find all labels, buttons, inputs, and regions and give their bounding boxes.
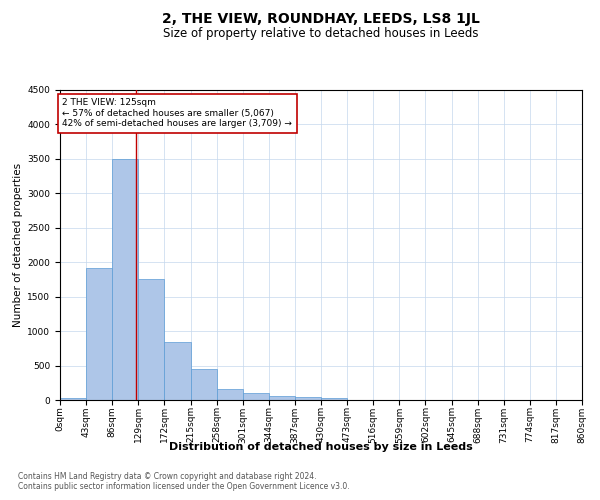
Y-axis label: Number of detached properties: Number of detached properties — [13, 163, 23, 327]
Text: Size of property relative to detached houses in Leeds: Size of property relative to detached ho… — [163, 28, 479, 40]
Bar — [139, 279, 164, 400]
Text: 2, THE VIEW, ROUNDHAY, LEEDS, LS8 1JL: 2, THE VIEW, ROUNDHAY, LEEDS, LS8 1JL — [162, 12, 480, 26]
Bar — [217, 389, 242, 400]
Bar — [86, 268, 112, 400]
Bar — [191, 369, 217, 400]
Text: 2 THE VIEW: 125sqm
← 57% of detached houses are smaller (5,067)
42% of semi-deta: 2 THE VIEW: 125sqm ← 57% of detached hou… — [62, 98, 292, 128]
Text: Contains public sector information licensed under the Open Government Licence v3: Contains public sector information licen… — [18, 482, 350, 491]
Bar — [243, 393, 269, 400]
Bar — [60, 398, 86, 400]
Text: Contains HM Land Registry data © Crown copyright and database right 2024.: Contains HM Land Registry data © Crown c… — [18, 472, 317, 481]
Text: Distribution of detached houses by size in Leeds: Distribution of detached houses by size … — [169, 442, 473, 452]
Bar — [269, 396, 295, 400]
Bar — [112, 159, 139, 400]
Bar — [164, 342, 191, 400]
Bar — [321, 398, 347, 400]
Bar — [295, 397, 321, 400]
